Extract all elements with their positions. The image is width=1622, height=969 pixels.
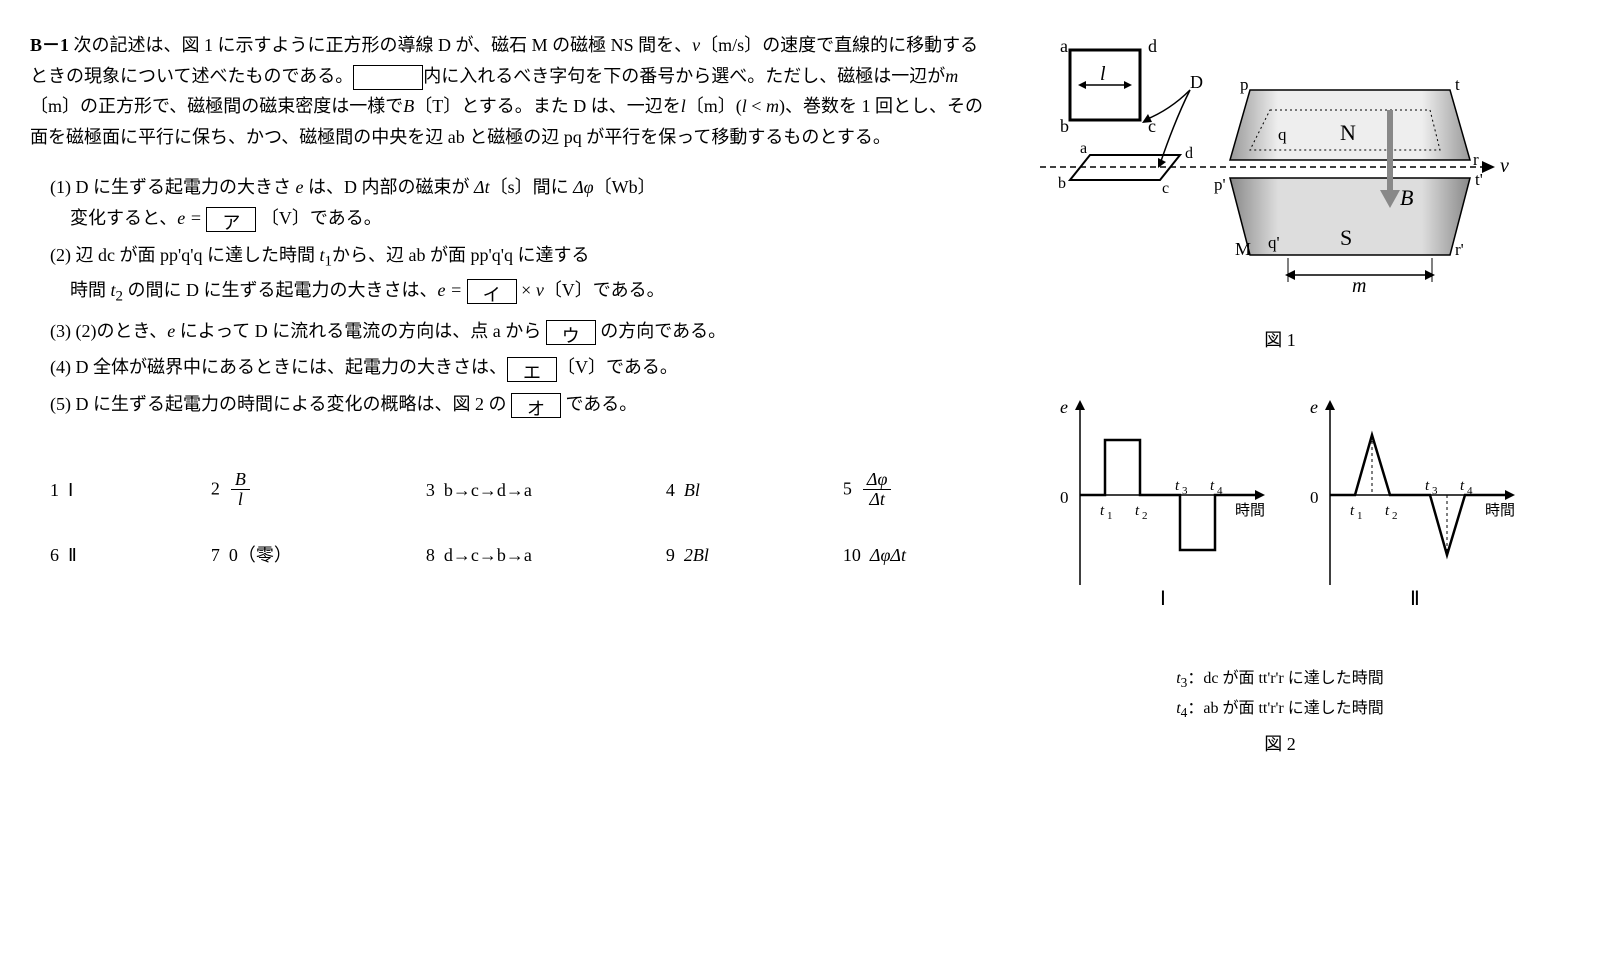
- svg-text:S: S: [1340, 225, 1352, 250]
- option-7: 7 0（零）: [211, 540, 376, 571]
- header-text: 次の記述は、図 1 に示すように正方形の導線 D が、磁石 M の磁極 NS 間…: [74, 35, 693, 55]
- option-8: 8 d→c→b→a: [426, 540, 616, 571]
- svg-text:3: 3: [1432, 485, 1438, 497]
- svg-text:a: a: [1060, 36, 1068, 56]
- svg-text:3: 3: [1182, 485, 1188, 497]
- blank-a: ア: [206, 207, 256, 232]
- svg-text:v: v: [1500, 155, 1509, 177]
- svg-text:4: 4: [1467, 485, 1473, 497]
- svg-text:p': p': [1214, 175, 1226, 194]
- question-5: (5) D に生ずる起電力の時間による変化の概略は、図 2 の オ である。: [50, 389, 990, 420]
- svg-text:q': q': [1268, 233, 1280, 252]
- svg-text:時間: 時間: [1485, 502, 1515, 519]
- svg-text:t: t: [1175, 478, 1180, 494]
- svg-text:1: 1: [1107, 510, 1113, 522]
- option-2: 2 Bl: [211, 470, 376, 511]
- problem-header: B－1 次の記述は、図 1 に示すように正方形の導線 D が、磁石 M の磁極 …: [30, 30, 990, 152]
- svg-text:B: B: [1400, 185, 1413, 210]
- question-4: (4) D 全体が磁界中にあるときには、起電力の大きさは、エ〔V〕である。: [50, 352, 990, 383]
- blank-i: イ: [467, 279, 517, 304]
- option-5: 5 ΔφΔt: [843, 470, 990, 511]
- svg-text:t: t: [1100, 503, 1105, 519]
- svg-text:2: 2: [1392, 510, 1398, 522]
- blank-u: ウ: [546, 320, 596, 345]
- svg-text:N: N: [1340, 120, 1356, 145]
- option-1: 1 Ⅰ: [50, 475, 161, 506]
- svg-text:e: e: [1060, 397, 1068, 417]
- svg-text:2: 2: [1142, 510, 1148, 522]
- svg-text:c: c: [1162, 180, 1169, 197]
- option-3: 3 b→c→d→a: [426, 475, 616, 506]
- figure-2: e 0 時間 t1 t2 t3 t4 Ⅰ e 0 時間: [1030, 385, 1530, 645]
- svg-text:t: t: [1135, 503, 1140, 519]
- option-6: 6 Ⅱ: [50, 540, 161, 571]
- svg-text:1: 1: [1357, 510, 1363, 522]
- option-10: 10 ΔφΔt: [843, 540, 990, 571]
- option-9: 9 2Bl: [666, 540, 793, 571]
- svg-text:0: 0: [1310, 488, 1319, 507]
- header-blank: [353, 65, 423, 90]
- svg-text:d: d: [1185, 145, 1193, 162]
- questions: (1) D に生ずる起電力の大きさ e は、D 内部の磁束が Δt〔s〕間に Δ…: [30, 172, 990, 419]
- figure-1: a d b c l D a d b c v: [1030, 30, 1510, 310]
- svg-text:e: e: [1310, 397, 1318, 417]
- options-grid: 1 Ⅰ 2 Bl 3 b→c→d→a 4 Bl 5 ΔφΔt 6 Ⅱ 7 0（零…: [30, 470, 990, 571]
- svg-text:t: t: [1385, 503, 1390, 519]
- figure-2-caption: 図 2: [1030, 729, 1530, 760]
- option-4: 4 Bl: [666, 475, 793, 506]
- svg-text:l: l: [1100, 63, 1106, 85]
- svg-text:a: a: [1080, 140, 1087, 157]
- svg-text:p: p: [1240, 75, 1249, 94]
- question-3: (3) (2)のとき、e によって D に流れる電流の方向は、点 a から ウ …: [50, 316, 990, 347]
- svg-text:m: m: [1352, 275, 1366, 297]
- svg-text:Ⅰ: Ⅰ: [1160, 588, 1166, 610]
- svg-text:4: 4: [1217, 485, 1223, 497]
- svg-text:時間: 時間: [1235, 502, 1265, 519]
- svg-text:D: D: [1190, 72, 1203, 92]
- v-var: v: [692, 35, 700, 55]
- svg-text:t: t: [1460, 478, 1465, 494]
- question-2: (2) 辺 dc が面 pp'q'q に達した時間 t1から、辺 ab が面 p…: [50, 240, 990, 310]
- svg-text:b: b: [1058, 175, 1066, 192]
- svg-text:Ⅱ: Ⅱ: [1410, 588, 1420, 610]
- svg-text:q: q: [1278, 125, 1287, 144]
- svg-text:b: b: [1060, 116, 1069, 136]
- svg-text:t: t: [1210, 478, 1215, 494]
- svg-text:r: r: [1473, 150, 1479, 169]
- svg-text:M: M: [1235, 239, 1251, 259]
- question-1: (1) D に生ずる起電力の大きさ e は、D 内部の磁束が Δt〔s〕間に Δ…: [50, 172, 990, 233]
- svg-text:r': r': [1455, 240, 1464, 259]
- blank-o: オ: [511, 393, 561, 418]
- svg-text:t: t: [1425, 478, 1430, 494]
- svg-text:0: 0: [1060, 488, 1069, 507]
- blank-e: エ: [507, 357, 557, 382]
- figure-2-notes: t3：dc が面 tt'r'r に達した時間 t4：ab が面 tt'r'r に…: [1030, 665, 1530, 725]
- svg-text:t: t: [1455, 75, 1460, 94]
- problem-number: B－1: [30, 35, 69, 55]
- svg-text:t: t: [1350, 503, 1355, 519]
- svg-text:t': t': [1475, 170, 1483, 189]
- svg-text:d: d: [1148, 36, 1157, 56]
- figure-1-caption: 図 1: [1030, 325, 1530, 356]
